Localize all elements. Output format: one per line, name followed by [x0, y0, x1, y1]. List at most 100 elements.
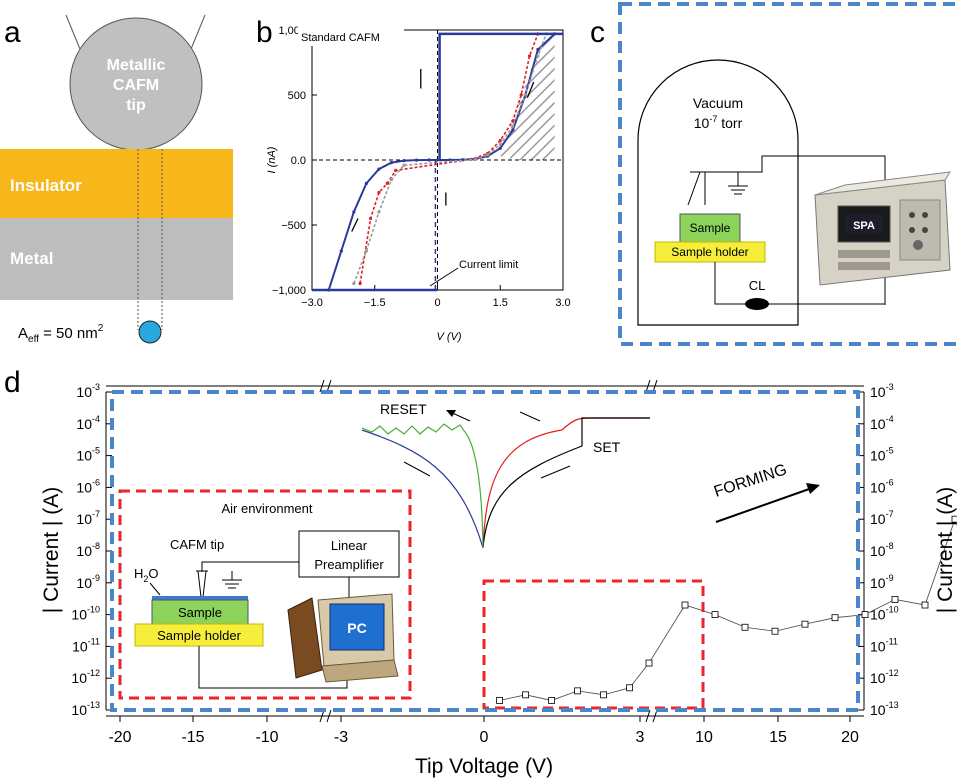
chart-b-point — [389, 177, 394, 182]
current-limit-pointer — [429, 267, 459, 287]
chart-b-point — [414, 158, 419, 162]
chart-b-point — [377, 210, 381, 214]
sweep-direction-arrow — [526, 81, 535, 98]
chart-b-point — [352, 281, 356, 286]
chart-b-ytick-label: −500 — [281, 220, 306, 232]
metal-label: Metal — [10, 249, 53, 268]
tip-label-2: CAFM — [113, 77, 159, 94]
chart-b-ylabel: I (nA) — [266, 146, 278, 173]
chart-b-point — [402, 159, 406, 163]
aeff-label: Aeff = 50 nm2 — [18, 323, 104, 345]
chart-b-point — [402, 163, 406, 167]
chart-b-point — [377, 167, 381, 171]
chart-b-point — [435, 158, 440, 162]
insulator-layer — [0, 149, 233, 218]
chart-d-ytick-label-right: 10-3 — [870, 382, 894, 400]
panel-letter-a: a — [4, 16, 21, 49]
cl-label: CL — [749, 278, 766, 293]
chart-b-point — [364, 249, 368, 253]
set-curve-black — [482, 417, 650, 549]
pc-computer: PC — [287, 593, 399, 683]
reset-arrow-bottom — [403, 461, 431, 477]
forming-point — [861, 611, 869, 618]
chart-b-xtick-label: −3.0 — [301, 297, 323, 309]
chart-d-ytick-label: 10-11 — [72, 636, 100, 654]
reset-noise-green — [361, 423, 466, 435]
chart-d-ytick-label-right: 10-8 — [870, 541, 894, 559]
tip-to-preamp-wire — [201, 561, 299, 572]
metal-layer — [0, 218, 233, 300]
set-label: SET — [593, 439, 621, 455]
chart-d-ytick-label: 10-3 — [76, 382, 100, 400]
forming-point — [921, 601, 929, 609]
chart-d-xtick-label: 20 — [841, 729, 859, 746]
panel-c: c Vacuum 10-7 torr Sample Sample holder … — [590, 2, 957, 346]
forming-arrow — [715, 487, 813, 523]
set-compliance-red — [561, 417, 650, 431]
chart-b-point — [498, 146, 502, 150]
chart-b-point — [536, 54, 540, 58]
preamp-line2: Preamplifier — [314, 557, 384, 572]
chart-d-ytick-label: 10-13 — [71, 700, 100, 718]
sweep-direction-arrow — [351, 218, 359, 232]
spa-label: SPA — [853, 220, 875, 232]
panel-a: a Metallic CAFM tip Insulator Metal Aeff… — [0, 14, 233, 345]
chart-b-point — [498, 138, 502, 143]
axis-break-mark — [645, 709, 651, 723]
chart-d-ytick-label-right: 10-6 — [870, 477, 894, 495]
panel-letter-b: b — [256, 16, 273, 49]
chart-d-ytick-label: 10-4 — [76, 414, 100, 432]
chart-b-series-2 — [359, 33, 539, 284]
chart-d-ytick-label-right: 10-9 — [870, 573, 894, 591]
chart-b-point — [486, 153, 490, 157]
standard-cafm-bg — [298, 26, 404, 46]
chart-b-xtick-label: 0 — [434, 297, 440, 309]
chart-b-xtick-label: 3.0 — [555, 297, 570, 309]
reset-curve-blue — [361, 429, 484, 549]
reset-arrow-head — [446, 410, 456, 417]
inset-sample-holder-label: Sample holder — [157, 628, 241, 643]
chart-d-ytick-label-right: 10-11 — [870, 636, 898, 654]
chart-b-point — [385, 181, 389, 185]
chart-d-ytick-label-right: 10-12 — [870, 668, 899, 686]
chart-b-point — [523, 93, 527, 97]
chart-d-ytick-label-right: 10-4 — [870, 414, 894, 432]
chart-d-ytick-label: 10-12 — [71, 668, 100, 686]
chart-d-xtick-label: 10 — [695, 729, 713, 746]
pressure-label: 10-7 torr — [694, 114, 743, 131]
spa-instrument: SPA — [814, 171, 951, 286]
set-arrow-top — [519, 411, 541, 422]
inset-sample-label: Sample — [178, 605, 222, 620]
chart-b-point — [368, 216, 373, 221]
forming-point — [522, 691, 529, 699]
chart-d-xtick-label: 15 — [769, 729, 787, 746]
h2o-pointer — [149, 582, 161, 596]
chart-b-ytick-label: 0.0 — [291, 155, 306, 167]
forming-point — [801, 620, 809, 628]
forming-trace — [499, 517, 957, 701]
chart-b-point — [358, 281, 362, 286]
tip-label-3: tip — [126, 97, 146, 114]
chart-b-point — [339, 249, 343, 253]
forming-point — [626, 684, 633, 692]
chart-b-ytick-label: −1,000 — [272, 285, 306, 297]
axis-break-mark — [319, 379, 325, 393]
chart-b-point — [352, 210, 356, 214]
forming-point — [771, 627, 779, 635]
chart-b-series-3 — [353, 33, 548, 284]
chart-d-ylabel: | Current | (A) — [40, 487, 63, 613]
cafm-tip-label: CAFM tip — [170, 537, 224, 552]
axis-break-mark — [326, 709, 332, 723]
chart-d-xtick-label: -3 — [334, 729, 348, 746]
chart-d-ytick-label: 10-8 — [76, 541, 100, 559]
chart-b-point — [511, 124, 515, 128]
chart-d-ytick-label-right: 10-13 — [870, 700, 899, 718]
noise-floor-frame — [482, 579, 705, 710]
chart-b-point — [498, 142, 502, 146]
forming-point — [600, 691, 607, 699]
chart-b-xtick-label: −1.5 — [364, 297, 386, 309]
